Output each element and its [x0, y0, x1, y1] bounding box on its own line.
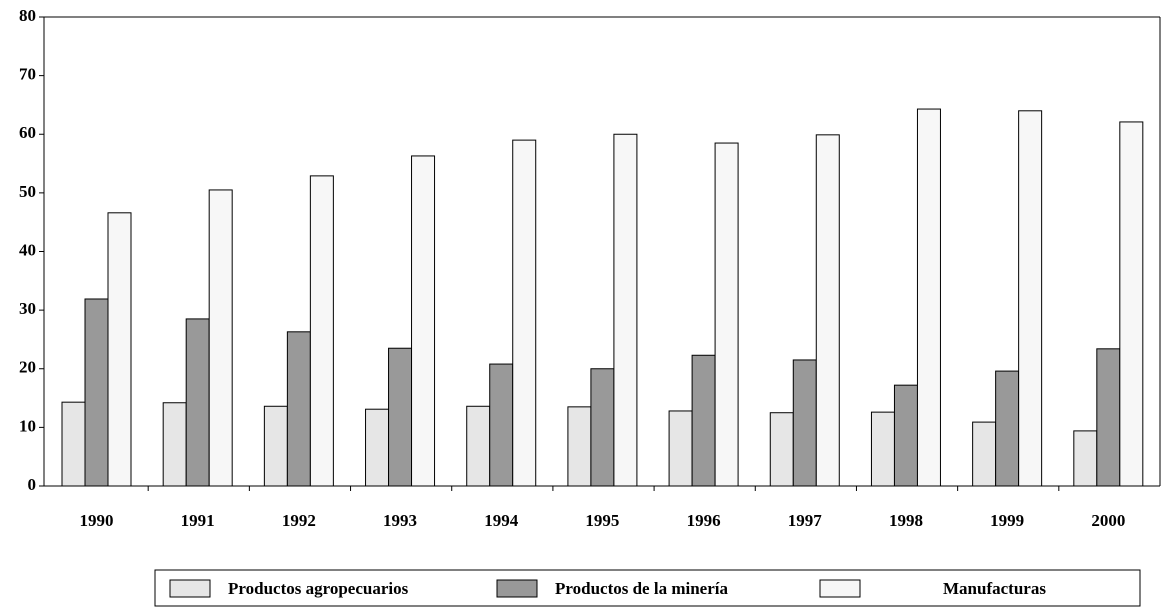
x-tick-label: 1990 — [80, 511, 114, 530]
bar — [714, 142, 739, 487]
bar — [769, 412, 794, 487]
bar — [61, 401, 86, 487]
bar — [365, 408, 390, 487]
x-tick-label: 2000 — [1091, 511, 1125, 530]
bar — [512, 139, 537, 487]
legend-swatch — [496, 579, 538, 598]
bar — [263, 405, 288, 487]
x-tick-label: 1999 — [990, 511, 1024, 530]
bar — [815, 134, 840, 487]
bar — [489, 363, 514, 487]
legend-label: Manufacturas — [943, 579, 1046, 598]
bar — [107, 212, 132, 487]
bar — [995, 370, 1020, 487]
bar — [668, 410, 693, 487]
bar — [388, 347, 413, 487]
x-tick-label: 1998 — [889, 511, 923, 530]
y-tick-label: 80 — [19, 6, 36, 25]
x-tick-label: 1991 — [181, 511, 215, 530]
bar — [893, 384, 918, 487]
bar — [411, 155, 436, 487]
bar — [1119, 121, 1144, 487]
bar — [309, 175, 334, 487]
x-tick-label: 1994 — [484, 511, 519, 530]
x-tick-label: 1995 — [585, 511, 619, 530]
legend-swatch — [169, 579, 211, 598]
bar — [286, 331, 311, 487]
y-tick-label: 50 — [19, 182, 36, 201]
y-tick-label: 30 — [19, 299, 36, 318]
y-tick-label: 70 — [19, 65, 36, 84]
bar — [613, 133, 638, 487]
x-tick-label: 1996 — [687, 511, 721, 530]
bar — [185, 318, 210, 487]
bar — [916, 108, 941, 487]
bar — [1096, 348, 1121, 487]
x-tick-label: 1992 — [282, 511, 316, 530]
bar — [208, 189, 233, 487]
legend-label: Productos de la minería — [555, 579, 728, 598]
bar — [972, 421, 997, 487]
bar — [870, 411, 895, 487]
bar — [162, 402, 187, 487]
x-tick-label: 1997 — [788, 511, 823, 530]
bar — [691, 354, 716, 487]
bar — [792, 359, 817, 487]
bar — [1073, 430, 1098, 487]
y-tick-label: 40 — [19, 240, 36, 259]
y-tick-label: 60 — [19, 123, 36, 142]
bar — [466, 405, 491, 487]
bar — [84, 298, 109, 487]
bar — [567, 406, 592, 487]
legend-box — [154, 569, 1141, 607]
y-tick-label: 10 — [19, 416, 36, 435]
bar — [1018, 110, 1043, 487]
legend-label: Productos agropecuarios — [228, 579, 409, 598]
y-tick-label: 20 — [19, 358, 36, 377]
bar — [590, 368, 615, 487]
x-tick-label: 1993 — [383, 511, 417, 530]
y-tick-label: 0 — [28, 475, 37, 494]
legend-swatch — [819, 579, 861, 598]
